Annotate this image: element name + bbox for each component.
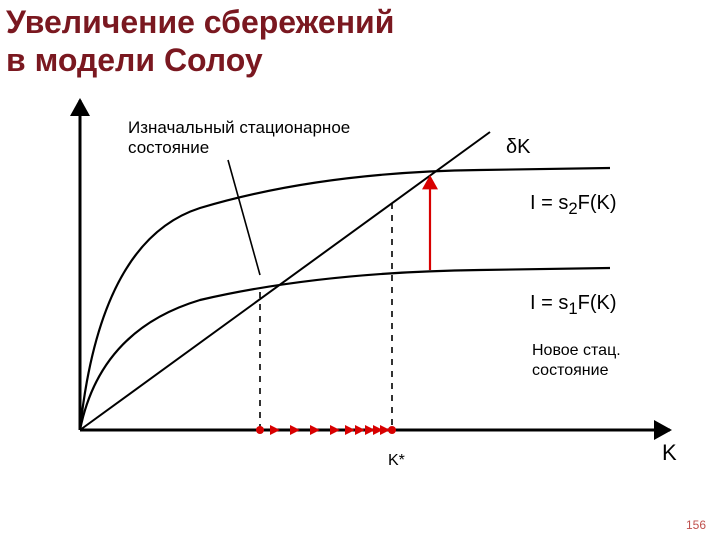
label-initial-line2: состояние	[128, 138, 209, 158]
label-k-star: K*	[388, 452, 405, 470]
i-s2-sub: 2	[568, 199, 577, 218]
label-i-s2: I = s2F(K)	[530, 192, 617, 219]
solow-diagram	[0, 0, 720, 540]
i-s1-post: F(K)	[578, 292, 617, 314]
i-s2-post: F(K)	[578, 192, 617, 214]
page-number: 156	[686, 518, 706, 532]
label-i-s1: I = s1F(K)	[530, 292, 617, 319]
i-s2-pre: I = s	[530, 192, 568, 214]
label-new-ss-line1: Новое стац.	[532, 342, 621, 360]
label-delta-k: δK	[506, 136, 530, 159]
label-new-ss-line2: состояние	[532, 362, 608, 380]
label-k-axis: K	[662, 440, 677, 466]
label-initial-line1: Изначальный стационарное	[128, 118, 350, 138]
i-s1-sub: 1	[568, 299, 577, 318]
i-s1-pre: I = s	[530, 292, 568, 314]
